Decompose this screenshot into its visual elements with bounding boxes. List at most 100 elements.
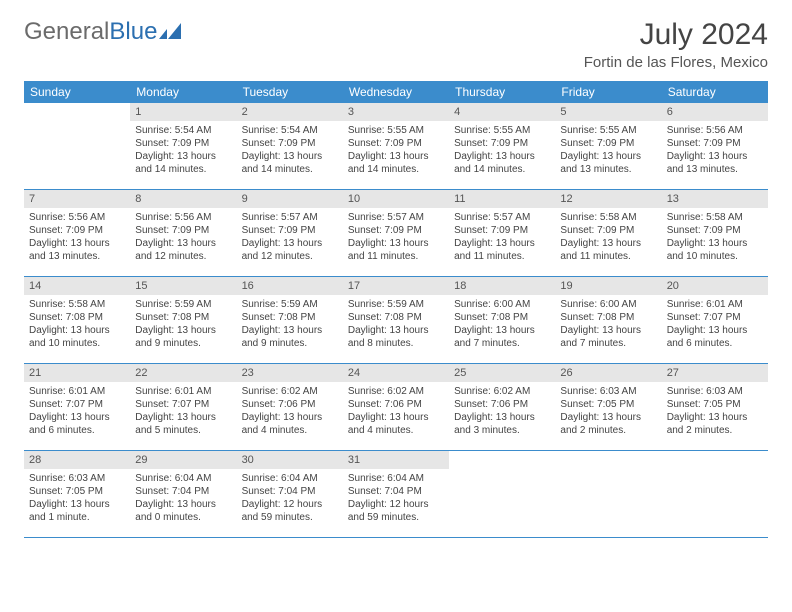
day-cell: 7Sunrise: 5:56 AMSunset: 7:09 PMDaylight… bbox=[24, 190, 130, 276]
day-body bbox=[449, 469, 555, 476]
day-cell: 17Sunrise: 5:59 AMSunset: 7:08 PMDayligh… bbox=[343, 277, 449, 363]
day-body: Sunrise: 6:03 AMSunset: 7:05 PMDaylight:… bbox=[24, 469, 130, 528]
sunset-line: Sunset: 7:04 PM bbox=[242, 485, 338, 498]
day-number: 3 bbox=[343, 103, 449, 121]
day-cell: 29Sunrise: 6:04 AMSunset: 7:04 PMDayligh… bbox=[130, 451, 236, 537]
sunrise-line: Sunrise: 5:58 AM bbox=[29, 298, 125, 311]
day-cell: 3Sunrise: 5:55 AMSunset: 7:09 PMDaylight… bbox=[343, 103, 449, 189]
sunrise-line: Sunrise: 6:01 AM bbox=[135, 385, 231, 398]
day-body: Sunrise: 5:54 AMSunset: 7:09 PMDaylight:… bbox=[130, 121, 236, 180]
sunrise-line: Sunrise: 5:58 AM bbox=[667, 211, 763, 224]
sunset-line: Sunset: 7:09 PM bbox=[29, 224, 125, 237]
title-block: July 2024 Fortin de las Flores, Mexico bbox=[584, 18, 768, 71]
sunrise-line: Sunrise: 5:59 AM bbox=[242, 298, 338, 311]
header: GeneralBlue July 2024 Fortin de las Flor… bbox=[24, 18, 768, 71]
daylight-line: Daylight: 13 hours and 11 minutes. bbox=[348, 237, 444, 263]
daylight-line: Daylight: 13 hours and 13 minutes. bbox=[560, 150, 656, 176]
day-body: Sunrise: 6:00 AMSunset: 7:08 PMDaylight:… bbox=[449, 295, 555, 354]
sunset-line: Sunset: 7:07 PM bbox=[667, 311, 763, 324]
sunrise-line: Sunrise: 5:54 AM bbox=[242, 124, 338, 137]
day-body: Sunrise: 5:55 AMSunset: 7:09 PMDaylight:… bbox=[343, 121, 449, 180]
sunset-line: Sunset: 7:09 PM bbox=[135, 224, 231, 237]
day-body: Sunrise: 5:57 AMSunset: 7:09 PMDaylight:… bbox=[449, 208, 555, 267]
sunset-line: Sunset: 7:04 PM bbox=[348, 485, 444, 498]
week-row: 14Sunrise: 5:58 AMSunset: 7:08 PMDayligh… bbox=[24, 277, 768, 364]
day-cell: 11Sunrise: 5:57 AMSunset: 7:09 PMDayligh… bbox=[449, 190, 555, 276]
title-month: July 2024 bbox=[584, 18, 768, 52]
day-body: Sunrise: 5:58 AMSunset: 7:09 PMDaylight:… bbox=[555, 208, 661, 267]
sunset-line: Sunset: 7:09 PM bbox=[667, 137, 763, 150]
daylight-line: Daylight: 13 hours and 4 minutes. bbox=[242, 411, 338, 437]
daylight-line: Daylight: 13 hours and 6 minutes. bbox=[667, 324, 763, 350]
daylight-line: Daylight: 13 hours and 14 minutes. bbox=[454, 150, 550, 176]
week-row: 1Sunrise: 5:54 AMSunset: 7:09 PMDaylight… bbox=[24, 103, 768, 190]
day-number bbox=[662, 451, 768, 469]
sunset-line: Sunset: 7:07 PM bbox=[135, 398, 231, 411]
day-cell: 15Sunrise: 5:59 AMSunset: 7:08 PMDayligh… bbox=[130, 277, 236, 363]
sunset-line: Sunset: 7:06 PM bbox=[454, 398, 550, 411]
sunrise-line: Sunrise: 5:56 AM bbox=[29, 211, 125, 224]
sunset-line: Sunset: 7:06 PM bbox=[242, 398, 338, 411]
sunrise-line: Sunrise: 6:02 AM bbox=[348, 385, 444, 398]
weekday-header: Sunday bbox=[24, 81, 130, 103]
daylight-line: Daylight: 13 hours and 13 minutes. bbox=[667, 150, 763, 176]
day-cell: 5Sunrise: 5:55 AMSunset: 7:09 PMDaylight… bbox=[555, 103, 661, 189]
day-cell bbox=[555, 451, 661, 537]
daylight-line: Daylight: 13 hours and 5 minutes. bbox=[135, 411, 231, 437]
day-body: Sunrise: 5:59 AMSunset: 7:08 PMDaylight:… bbox=[237, 295, 343, 354]
day-body: Sunrise: 6:01 AMSunset: 7:07 PMDaylight:… bbox=[130, 382, 236, 441]
day-number bbox=[555, 451, 661, 469]
sunset-line: Sunset: 7:05 PM bbox=[667, 398, 763, 411]
sunrise-line: Sunrise: 5:57 AM bbox=[242, 211, 338, 224]
weekday-header: Thursday bbox=[449, 81, 555, 103]
weekday-header: Friday bbox=[555, 81, 661, 103]
day-cell bbox=[662, 451, 768, 537]
day-number: 25 bbox=[449, 364, 555, 382]
day-body: Sunrise: 6:02 AMSunset: 7:06 PMDaylight:… bbox=[449, 382, 555, 441]
day-number: 17 bbox=[343, 277, 449, 295]
day-cell: 21Sunrise: 6:01 AMSunset: 7:07 PMDayligh… bbox=[24, 364, 130, 450]
day-body: Sunrise: 5:56 AMSunset: 7:09 PMDaylight:… bbox=[130, 208, 236, 267]
sunrise-line: Sunrise: 6:00 AM bbox=[560, 298, 656, 311]
sunset-line: Sunset: 7:09 PM bbox=[454, 137, 550, 150]
week-row: 28Sunrise: 6:03 AMSunset: 7:05 PMDayligh… bbox=[24, 451, 768, 538]
day-body: Sunrise: 5:58 AMSunset: 7:09 PMDaylight:… bbox=[662, 208, 768, 267]
calendar: SundayMondayTuesdayWednesdayThursdayFrid… bbox=[24, 81, 768, 538]
day-number: 2 bbox=[237, 103, 343, 121]
day-cell: 8Sunrise: 5:56 AMSunset: 7:09 PMDaylight… bbox=[130, 190, 236, 276]
day-body: Sunrise: 5:57 AMSunset: 7:09 PMDaylight:… bbox=[343, 208, 449, 267]
day-number: 21 bbox=[24, 364, 130, 382]
sunrise-line: Sunrise: 6:02 AM bbox=[242, 385, 338, 398]
day-number: 30 bbox=[237, 451, 343, 469]
day-number: 9 bbox=[237, 190, 343, 208]
daylight-line: Daylight: 13 hours and 2 minutes. bbox=[560, 411, 656, 437]
sunset-line: Sunset: 7:08 PM bbox=[560, 311, 656, 324]
day-body: Sunrise: 6:01 AMSunset: 7:07 PMDaylight:… bbox=[24, 382, 130, 441]
sunrise-line: Sunrise: 6:02 AM bbox=[454, 385, 550, 398]
daylight-line: Daylight: 13 hours and 3 minutes. bbox=[454, 411, 550, 437]
sunrise-line: Sunrise: 6:03 AM bbox=[667, 385, 763, 398]
daylight-line: Daylight: 13 hours and 1 minute. bbox=[29, 498, 125, 524]
daylight-line: Daylight: 13 hours and 6 minutes. bbox=[29, 411, 125, 437]
day-cell: 16Sunrise: 5:59 AMSunset: 7:08 PMDayligh… bbox=[237, 277, 343, 363]
daylight-line: Daylight: 13 hours and 2 minutes. bbox=[667, 411, 763, 437]
day-body: Sunrise: 5:59 AMSunset: 7:08 PMDaylight:… bbox=[130, 295, 236, 354]
daylight-line: Daylight: 13 hours and 7 minutes. bbox=[454, 324, 550, 350]
daylight-line: Daylight: 13 hours and 14 minutes. bbox=[348, 150, 444, 176]
daylight-line: Daylight: 13 hours and 13 minutes. bbox=[29, 237, 125, 263]
day-cell: 19Sunrise: 6:00 AMSunset: 7:08 PMDayligh… bbox=[555, 277, 661, 363]
sunrise-line: Sunrise: 6:03 AM bbox=[560, 385, 656, 398]
daylight-line: Daylight: 13 hours and 12 minutes. bbox=[135, 237, 231, 263]
day-number: 13 bbox=[662, 190, 768, 208]
day-cell: 2Sunrise: 5:54 AMSunset: 7:09 PMDaylight… bbox=[237, 103, 343, 189]
title-location: Fortin de las Flores, Mexico bbox=[584, 54, 768, 71]
day-body: Sunrise: 5:56 AMSunset: 7:09 PMDaylight:… bbox=[24, 208, 130, 267]
day-number: 24 bbox=[343, 364, 449, 382]
sunrise-line: Sunrise: 5:55 AM bbox=[348, 124, 444, 137]
sunset-line: Sunset: 7:08 PM bbox=[135, 311, 231, 324]
sunrise-line: Sunrise: 6:01 AM bbox=[29, 385, 125, 398]
daylight-line: Daylight: 13 hours and 9 minutes. bbox=[242, 324, 338, 350]
day-number: 5 bbox=[555, 103, 661, 121]
brand-part2: Blue bbox=[109, 18, 157, 46]
day-number: 15 bbox=[130, 277, 236, 295]
